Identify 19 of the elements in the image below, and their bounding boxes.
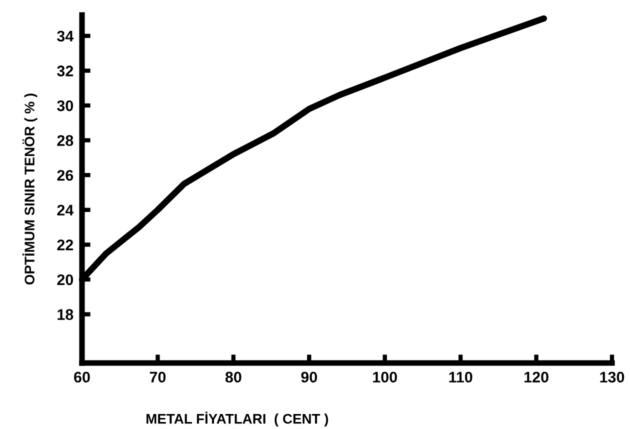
- y-tick-label: 34: [57, 30, 74, 42]
- y-axis-title: OPTİMUM SINIR TENÖR ( % ): [22, 94, 38, 284]
- x-tick-label: 120: [524, 372, 548, 383]
- y-tick-label: 26: [57, 170, 74, 181]
- x-tick-label: 100: [373, 372, 397, 383]
- x-tick-label: 90: [301, 372, 318, 383]
- y-tick-label: 30: [57, 100, 74, 112]
- y-tick-label: 22: [57, 240, 74, 250]
- y-tick-label: 24: [57, 204, 74, 216]
- x-tick-label: 130: [600, 372, 624, 383]
- x-tick-label: 60: [74, 372, 90, 383]
- y-tick-label: 28: [57, 135, 74, 146]
- y-tick-label: 20: [57, 274, 74, 286]
- y-tick-label: 18: [58, 309, 74, 320]
- x-axis-title: METAL FİYATLARI ( CENT ): [146, 412, 328, 426]
- x-tick-label: 110: [449, 372, 472, 383]
- x-tick-label: 80: [225, 372, 242, 383]
- y-tick-label: 32: [57, 66, 74, 76]
- x-tick-label: 70: [150, 372, 166, 383]
